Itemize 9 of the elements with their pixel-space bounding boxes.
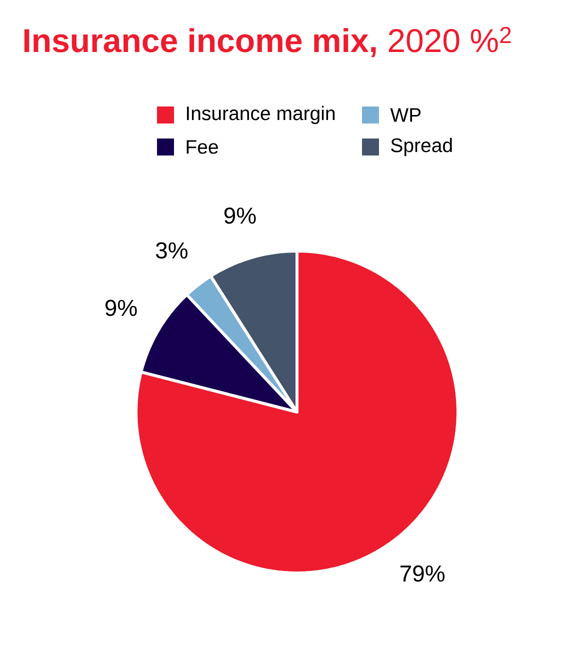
legend-label: Insurance margin <box>187 106 335 124</box>
data-label: 9% <box>224 208 256 224</box>
data-label: 79% <box>400 565 445 582</box>
chart-title: Insurance income mix, 2020 %$^{2}$ <box>24 26 511 58</box>
legend-label: Spread <box>391 138 452 156</box>
data-label: 3% <box>156 242 188 259</box>
data-label: 9% <box>105 300 137 316</box>
legend-label: Fee <box>186 140 218 154</box>
legend-label: WP <box>390 108 421 122</box>
